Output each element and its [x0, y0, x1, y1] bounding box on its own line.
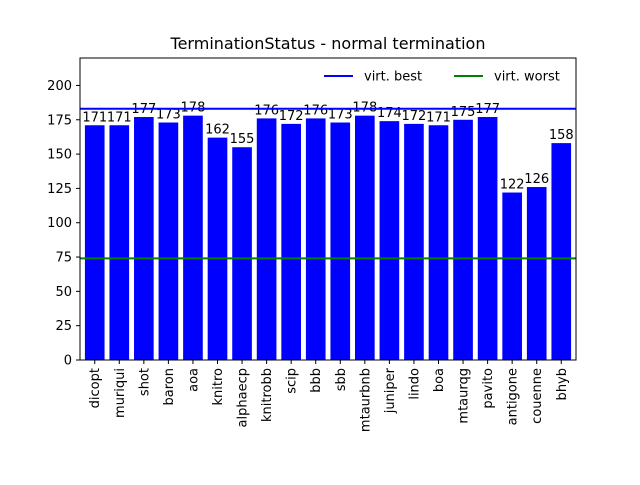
y-tick-label: 125	[47, 182, 72, 197]
x-tick-label: knitrobb	[260, 368, 275, 422]
y-tick-label: 0	[64, 354, 72, 369]
y-tick-label: 25	[55, 319, 72, 334]
y-axis: 0 25 50 75 100 125 150 175 200	[47, 79, 80, 369]
x-axis: dicopt muriqui shot baron aoa knitro alphaecp k…	[88, 360, 570, 432]
legend-label-virt-worst: virt. worst	[494, 70, 560, 85]
bar-value-label: 171	[107, 110, 132, 125]
x-tick-label: antigone	[506, 368, 521, 425]
bar-pavito	[477, 117, 498, 360]
bar-value-label: 173	[328, 108, 353, 123]
x-tick-label: knitro	[211, 368, 226, 406]
bar-knitrobb	[256, 118, 277, 361]
bar-muriqui	[109, 125, 130, 360]
bar-shot	[134, 117, 154, 360]
bar-dicopt	[84, 125, 105, 360]
bar-alphaecp	[232, 147, 252, 360]
bar-sbb	[330, 122, 351, 360]
x-tick-label: boa	[432, 368, 447, 392]
x-tick-label: couenne	[530, 368, 545, 424]
bar-value-label: 176	[254, 103, 279, 118]
x-tick-label: bbb	[309, 368, 324, 393]
bar-value-label: 172	[402, 109, 427, 124]
x-tick-label: shot	[137, 368, 152, 396]
bar-lindo	[404, 123, 424, 361]
bar-bbb	[305, 118, 326, 361]
x-tick-label: scip	[285, 368, 300, 394]
bar-baron	[158, 122, 179, 360]
x-tick-label: bhyb	[555, 368, 570, 400]
y-tick-label: 175	[47, 113, 72, 128]
y-tick-label: 75	[55, 251, 72, 266]
bar-bhyb	[551, 143, 572, 360]
bar-antigone	[502, 192, 522, 360]
bar-value-label: 173	[156, 108, 181, 123]
bar-scip	[281, 123, 301, 361]
bars-group	[84, 115, 572, 361]
x-tick-label: mtaurbnb	[358, 368, 373, 432]
bar-mtaurbnb	[355, 115, 375, 361]
bar-value-label: 171	[82, 110, 107, 125]
x-tick-label: lindo	[407, 368, 422, 400]
bar-value-label: 155	[230, 132, 255, 147]
x-tick-label: baron	[162, 368, 177, 405]
x-tick-label: alphaecp	[236, 368, 251, 427]
bar-knitro	[207, 137, 228, 360]
bar-value-label: 172	[279, 109, 304, 124]
bar-couenne	[526, 187, 547, 360]
bar-value-label: 175	[451, 105, 476, 120]
plot-frame	[79, 57, 577, 361]
y-tick-label: 100	[47, 216, 72, 231]
bar-value-label: 122	[500, 178, 525, 193]
x-tick-label: sbb	[334, 368, 349, 391]
bar-value-label: 176	[303, 103, 328, 118]
bar-value-label: 162	[205, 123, 230, 138]
chart-title: TerminationStatus - normal termination	[170, 34, 486, 53]
y-tick-label: 200	[47, 79, 72, 94]
x-tick-label: muriqui	[113, 368, 128, 418]
bar-aoa	[183, 115, 203, 361]
bar-value-label: 174	[377, 106, 402, 121]
bar-boa	[428, 125, 449, 360]
bar-mtaurqg	[453, 119, 473, 360]
bar-juniper	[379, 121, 400, 361]
reference-lines-group	[80, 107, 576, 260]
bar-value-label: 158	[549, 128, 574, 143]
legend: virt. best virt. worst	[324, 70, 560, 85]
y-tick-label: 150	[47, 148, 72, 163]
x-tick-label: aoa	[186, 368, 201, 392]
y-tick-label: 50	[55, 285, 72, 300]
x-tick-label: juniper	[383, 367, 398, 414]
bar-value-label: 126	[524, 172, 549, 187]
bar-value-label: 171	[426, 110, 451, 125]
x-tick-label: dicopt	[88, 368, 103, 408]
x-tick-label: pavito	[481, 368, 496, 409]
x-tick-label: mtaurqg	[457, 368, 472, 424]
legend-label-virt-best: virt. best	[364, 70, 422, 85]
